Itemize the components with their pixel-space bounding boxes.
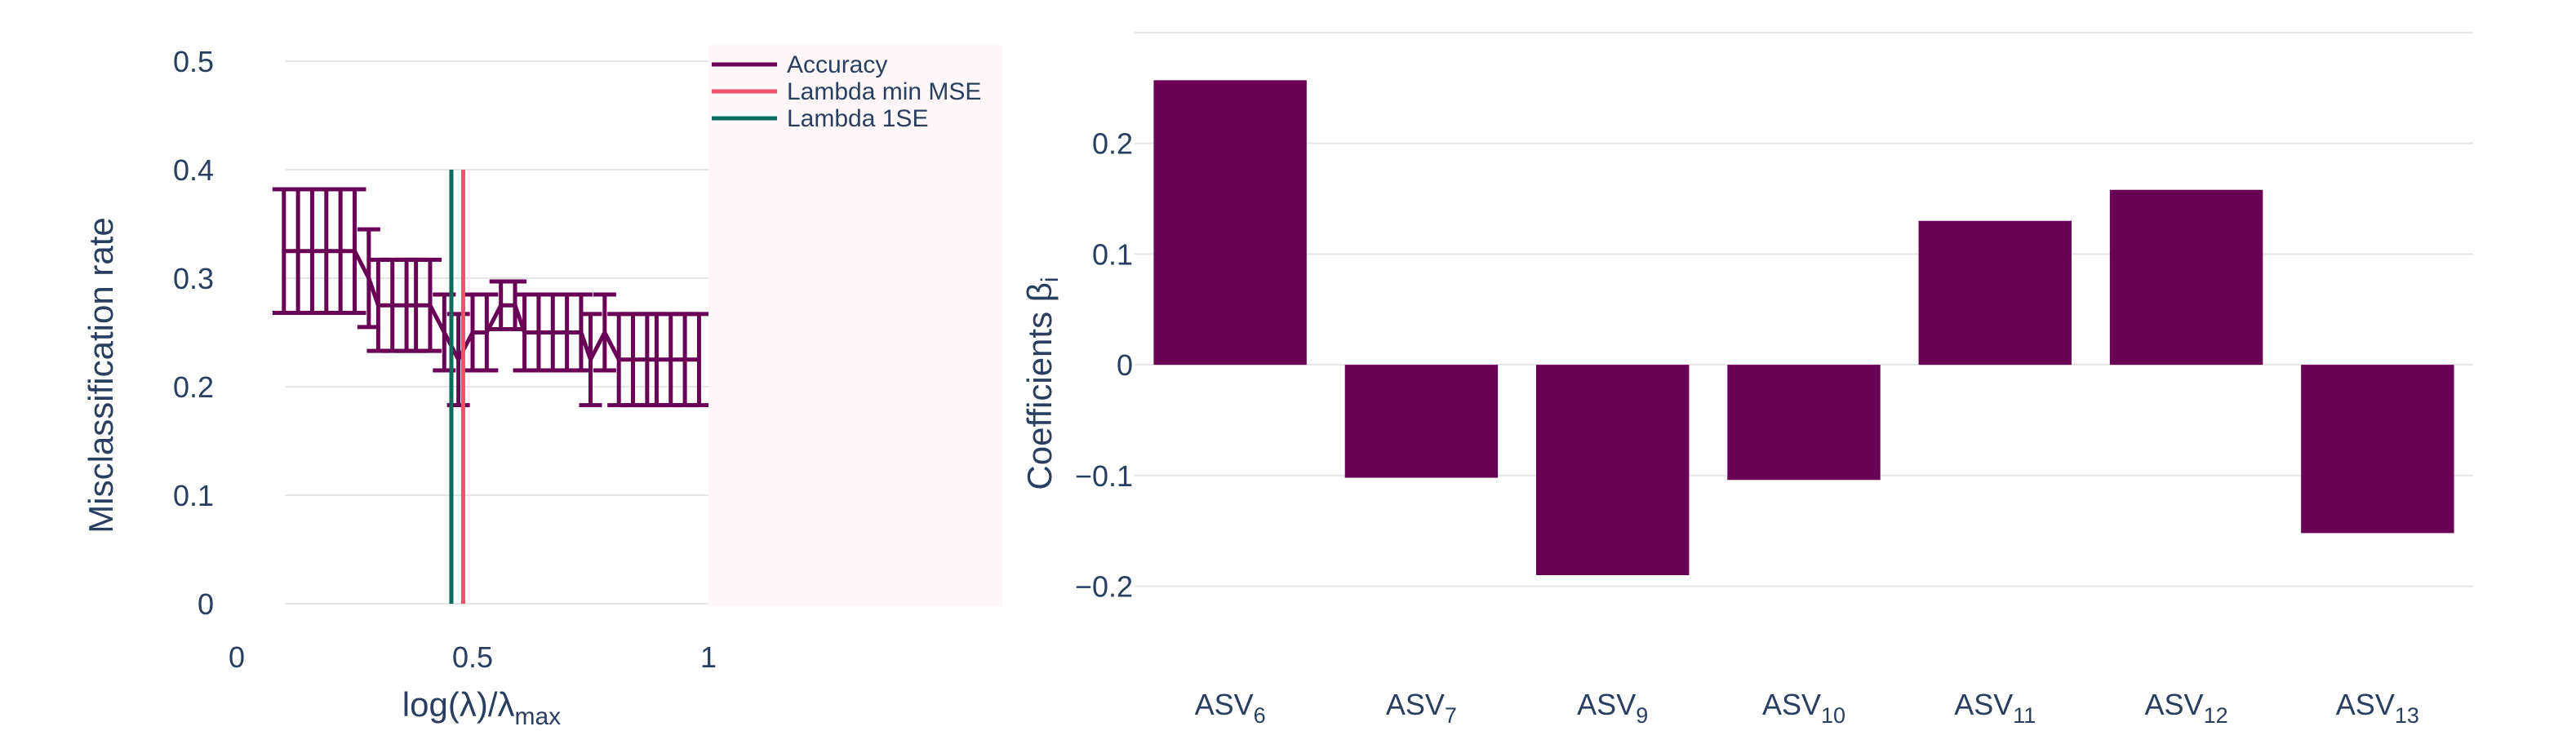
category-label-base: ASV: [1386, 688, 1445, 721]
accuracy-errorbars: [272, 187, 711, 408]
coefficient-bar: [1344, 365, 1499, 478]
right-y-tick-label: 0.1: [1092, 237, 1133, 271]
right-x-tick-label: ASV12: [2145, 688, 2228, 728]
right-x-ticks: ASV6 ASV7 ASV9 ASV10 ASV11 ASV12 ASV13: [1195, 688, 2419, 728]
right-x-tick-label: ASV9: [1577, 688, 1648, 728]
left-x-axis-title: log(λ)/λmax: [402, 685, 561, 730]
misclassification-chart: 00.10.20.30.40.5 0 0.5 1 Misclassification…: [82, 45, 1002, 730]
left-x-tick-label: 1: [700, 640, 717, 674]
lambda-vlines: [449, 170, 465, 604]
category-label-sub: 6: [1254, 703, 1266, 728]
right-x-tick-label: ASV7: [1386, 688, 1457, 728]
legend-background: [708, 45, 1002, 606]
category-label-base: ASV: [1577, 688, 1636, 721]
legend-item-lambda-1se[interactable]: Lambda 1SE: [712, 105, 928, 132]
left-y-axis-title: Misclassification rate: [82, 217, 120, 533]
right-y-ticks: 0.2 0.1 0 −0.1 −0.2: [1075, 127, 1133, 604]
coefficient-bar: [1918, 220, 2072, 365]
category-label-sub: 7: [1445, 703, 1457, 728]
coefficient-bar: [1153, 80, 1307, 365]
category-label-sub: 9: [1636, 703, 1648, 728]
category-label-base: ASV: [1954, 688, 2013, 721]
right-x-tick-label: ASV11: [1954, 688, 2036, 728]
left-x-tick-label: 0: [229, 640, 245, 674]
left-y-tick-label: 0.2: [173, 370, 214, 404]
right-y-tick-label: 0: [1117, 348, 1133, 382]
right-y-axis-title-sub: i: [1037, 277, 1064, 282]
coefficient-bar: [1536, 365, 1690, 575]
coefficients-chart: 0.20.10−0.1−0.2 ASV6 ASV7 ASV9 ASV10 ASV11 AS…: [1020, 32, 2473, 728]
left-y-tick-label: 0.3: [173, 262, 214, 295]
left-y-tick-label: 0.1: [173, 479, 214, 512]
legend-label-lambda-1se: Lambda 1SE: [787, 105, 928, 132]
left-x-axis-title-main: log(λ)/λ: [402, 685, 515, 724]
category-label-sub: 12: [2204, 703, 2228, 728]
category-label-base: ASV: [2145, 688, 2204, 721]
category-label-sub: 11: [2013, 703, 2036, 728]
left-x-tick-label: 0.5: [452, 640, 493, 674]
category-label-sub: 13: [2395, 703, 2419, 728]
coefficient-bar: [1727, 365, 1881, 481]
left-y-ticks: 0 0.1 0.2 0.3 0.4 0.5: [173, 45, 214, 621]
right-y-axis-title-main: Coefficients β: [1020, 282, 1059, 490]
left-x-ticks: 0 0.5 1: [229, 640, 717, 674]
right-x-tick-label: ASV6: [1195, 688, 1266, 728]
accuracy-series-line: [283, 249, 700, 362]
right-y-axis-title: Coefficients βi: [1020, 277, 1064, 489]
left-y-tick-label: 0: [198, 587, 214, 621]
category-label-base: ASV: [1762, 688, 1821, 721]
category-label-base: ASV: [2336, 688, 2395, 721]
left-gridlines: [286, 60, 708, 605]
legend-item-lambda-min-mse[interactable]: Lambda min MSE: [712, 78, 981, 105]
left-y-tick-label: 0.5: [173, 45, 214, 78]
right-y-tick-label: −0.1: [1075, 459, 1133, 493]
category-label-base: ASV: [1195, 688, 1254, 721]
right-gridlines: [1135, 32, 2473, 587]
right-x-tick-label: ASV13: [2336, 688, 2419, 728]
coefficient-bar: [2301, 365, 2454, 534]
coefficient-bars: [1153, 80, 2454, 575]
left-y-tick-label: 0.4: [173, 153, 214, 187]
category-label-sub: 10: [1821, 703, 1845, 728]
left-x-axis-title-sub: max: [515, 703, 562, 730]
legend-label-lambda-min-mse: Lambda min MSE: [787, 78, 981, 105]
coefficient-bar: [2109, 189, 2263, 365]
legend-label-accuracy: Accuracy: [787, 51, 887, 78]
right-y-tick-label: −0.2: [1075, 570, 1133, 604]
legend-item-accuracy[interactable]: Accuracy: [712, 51, 887, 78]
legend: Accuracy Lambda min MSE Lambda 1SE: [708, 45, 1002, 606]
right-x-tick-label: ASV10: [1762, 688, 1845, 728]
right-y-tick-label: 0.2: [1092, 127, 1133, 161]
